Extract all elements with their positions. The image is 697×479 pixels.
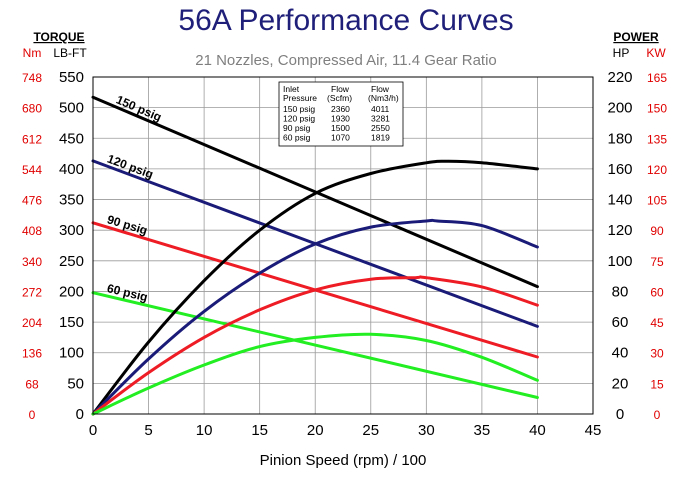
x-tick-label: 5 [144,422,152,439]
y2-tick-label-kw: 60 [650,285,664,299]
y2-tick-label-kw: 30 [650,347,664,361]
y2-tick-label-kw: 90 [650,224,664,238]
y2-tick-label-hp: 60 [612,314,629,331]
y2-tick-label-hp: 20 [612,375,629,392]
y2-tick-label-kw: 105 [647,194,667,208]
chart-subtitle: 21 Nozzles, Compressed Air, 11.4 Gear Ra… [195,52,497,69]
flow-table-cell: 1500 [331,123,350,133]
y2-tick-label-hp: 180 [607,130,632,147]
flow-table-header-inlet: Inlet [283,84,300,94]
y-tick-label-lbft: 450 [59,130,84,147]
y2-tick-label-hp: 80 [612,283,629,300]
x-tick-label: 40 [529,422,546,439]
flow-table-cell: 2360 [331,104,350,114]
series-lines [91,95,539,416]
flow-table-header-flow1: Flow [331,84,350,94]
flow-table-cell: 1930 [331,114,350,124]
y2-tick-label-kw: 165 [647,71,667,85]
right-axis-heading: POWER [613,30,659,44]
flow-table-cell: 120 psig [283,114,315,124]
y-tick-label-lbft: 500 [59,100,84,117]
flow-table-header-pressure: Pressure [283,93,317,103]
y-tick-label-lbft: 0 [76,406,84,423]
flow-table-header-flow2: Flow [371,84,390,94]
y-tick-label-lbft: 300 [59,222,84,239]
flow-table-cell: 60 psig [283,133,311,143]
x-tick-label: 25 [362,422,379,439]
flow-table: Inlet Pressure Flow (Scfm) Flow (Nm3/h) … [278,81,404,147]
y-tick-label-nm: 136 [22,347,42,361]
left-axis-unit-lbft: LB-FT [53,46,87,60]
y2-tick-label-hp: 40 [612,345,629,362]
y-tick-label-lbft: 150 [59,314,84,331]
y-tick-label-nm: 612 [22,132,42,146]
flow-table-cell: 1070 [331,133,350,143]
y2-tick-label-kw: 45 [650,316,664,330]
x-tick-label: 15 [251,422,268,439]
y-tick-label-nm: 0 [29,408,36,422]
y-tick-label-nm: 476 [22,194,42,208]
curve-label-120-psig: 120 psig [105,152,155,182]
left-axis-unit-nm: Nm [23,46,42,60]
flow-table-cell: 1819 [371,133,390,143]
y-tick-label-lbft: 400 [59,161,84,178]
tick-labels: 0 5 10 15 20 25 30 35 40 450050681001361502042002… [22,69,667,439]
y2-tick-label-hp: 100 [607,253,632,270]
x-tick-label: 30 [418,422,435,439]
chart-title: 56A Performance Curves [178,4,513,37]
y2-tick-label-hp: 120 [607,222,632,239]
left-axis-heading: TORQUE [33,30,84,44]
x-axis-label: Pinion Speed (rpm) / 100 [260,452,427,469]
y2-tick-label-kw: 0 [654,408,661,422]
x-tick-label: 35 [474,422,491,439]
y-tick-label-nm: 408 [22,224,42,238]
y2-tick-label-hp: 160 [607,161,632,178]
flow-table-cell: 90 psig [283,123,311,133]
y2-tick-label-kw: 135 [647,132,667,146]
y2-tick-label-kw: 150 [647,102,667,116]
y2-tick-label-kw: 120 [647,163,667,177]
y-tick-label-nm: 68 [25,377,39,391]
x-tick-label: 20 [307,422,324,439]
torque-line-60-psig [91,291,539,399]
right-axis-unit-kw: KW [646,46,666,60]
y-tick-label-nm: 748 [22,71,42,85]
flow-table-header-nm3h: (Nm3/h) [368,93,399,103]
y-tick-label-lbft: 200 [59,283,84,300]
y-tick-label-nm: 680 [22,102,42,116]
power-curve-90-psig [91,275,539,416]
x-tick-label: 10 [196,422,213,439]
flow-table-cell: 4011 [371,104,390,114]
power-curve-120-psig [91,218,539,416]
power-curve-150-psig [91,159,539,416]
y-tick-label-lbft: 50 [67,375,84,392]
y-tick-label-lbft: 350 [59,192,84,209]
flow-table-cell: 150 psig [283,104,315,114]
y2-tick-label-hp: 140 [607,192,632,209]
y2-tick-label-kw: 75 [650,255,664,269]
right-axis-unit-hp: HP [613,46,630,60]
y2-tick-label-kw: 15 [650,377,664,391]
y2-tick-label-hp: 0 [616,406,624,423]
y-tick-label-nm: 544 [22,163,42,177]
x-tick-label: 0 [89,422,97,439]
flow-table-cell: 2550 [371,123,390,133]
x-tick-label: 45 [585,422,602,439]
flow-table-header-scfm: (Scfm) [327,93,352,103]
y-tick-label-lbft: 250 [59,253,84,270]
y2-tick-label-hp: 220 [607,69,632,86]
y2-tick-label-hp: 200 [607,100,632,117]
flow-table-box [278,81,404,147]
flow-table-cell: 3281 [371,114,390,124]
y-tick-label-nm: 204 [22,316,42,330]
y-tick-label-nm: 272 [22,285,42,299]
y-tick-label-nm: 340 [22,255,42,269]
plot-frame [92,76,594,415]
y-tick-label-lbft: 100 [59,345,84,362]
y-tick-label-lbft: 550 [59,69,84,86]
curve-label-150-psig: 150 psig [114,93,164,125]
power-curve-60-psig [91,332,539,416]
